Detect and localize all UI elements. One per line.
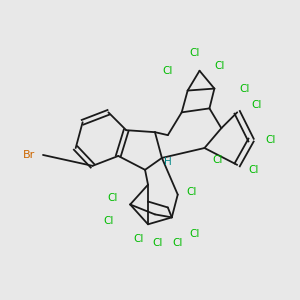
Text: Br: Br bbox=[23, 150, 35, 160]
Text: Cl: Cl bbox=[172, 238, 183, 248]
Text: Cl: Cl bbox=[212, 155, 223, 165]
Text: Cl: Cl bbox=[249, 165, 259, 175]
Text: Cl: Cl bbox=[186, 187, 197, 196]
Text: Cl: Cl bbox=[133, 234, 143, 244]
Text: Cl: Cl bbox=[266, 135, 276, 145]
Text: Cl: Cl bbox=[153, 238, 163, 248]
Text: Cl: Cl bbox=[107, 193, 118, 202]
Text: Cl: Cl bbox=[239, 84, 249, 94]
Text: Cl: Cl bbox=[103, 216, 114, 226]
Text: Cl: Cl bbox=[189, 48, 200, 58]
Text: Cl: Cl bbox=[252, 100, 262, 110]
Text: Cl: Cl bbox=[163, 66, 173, 76]
Text: Cl: Cl bbox=[214, 61, 224, 71]
Text: H: H bbox=[164, 157, 172, 167]
Text: Cl: Cl bbox=[189, 229, 200, 239]
